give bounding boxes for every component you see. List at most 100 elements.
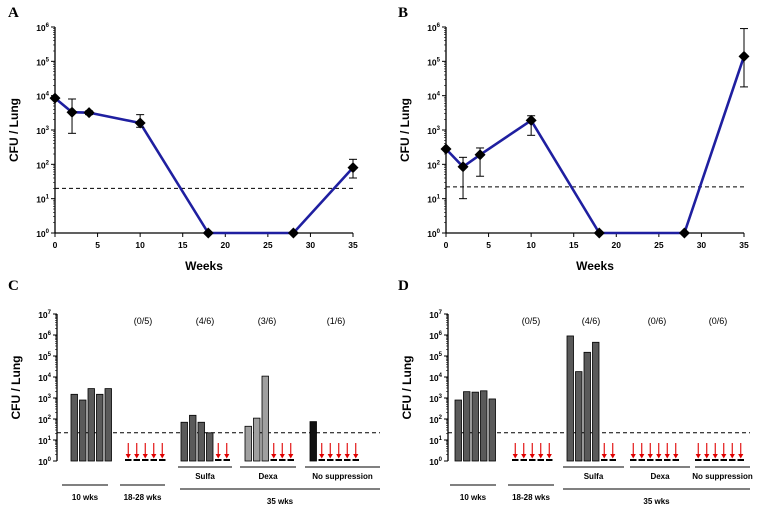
- below-limit-arrow-head: [125, 454, 131, 459]
- below-limit-bar: [729, 459, 736, 461]
- below-limit-bar: [142, 459, 149, 461]
- cfu-bar: [454, 399, 462, 462]
- below-limit-arrow-head: [610, 454, 616, 459]
- y-tick-label: 100: [427, 229, 440, 239]
- below-limit-arrow-head: [673, 454, 679, 459]
- below-limit-arrow-head: [521, 454, 527, 459]
- x-tick-label: 30: [306, 240, 316, 250]
- timepoint-label: 10 wks: [460, 493, 487, 502]
- cfu-bar: [189, 414, 197, 462]
- panel-letter-b: B: [398, 5, 408, 21]
- data-point: [593, 227, 605, 239]
- data-point: [287, 227, 299, 239]
- timepoint-label: 18-28 wks: [512, 493, 550, 502]
- group-positive-ratio: (0/6): [648, 316, 667, 326]
- y-axis-title: CFU / Lung: [398, 98, 412, 162]
- cfu-bar: [566, 335, 574, 462]
- cfu-bar: [480, 390, 488, 462]
- below-limit-arrow-head: [738, 454, 744, 459]
- data-point: [525, 114, 537, 126]
- x-tick-label: 10: [526, 240, 536, 250]
- below-limit-bar: [638, 459, 645, 461]
- below-limit-bar: [223, 459, 230, 461]
- subgroup-label: Sulfa: [584, 472, 604, 481]
- cfu-bar: [96, 393, 104, 462]
- below-limit-bar: [344, 459, 351, 461]
- y-tick-label: 102: [38, 415, 51, 425]
- cfu-series-line: [445, 55, 746, 235]
- y-axis-title: CFU / Lung: [400, 356, 414, 420]
- below-limit-bar: [520, 459, 527, 461]
- y-tick-label: 107: [38, 310, 51, 320]
- below-limit-arrow-head: [224, 454, 230, 459]
- below-limit-arrow-head: [601, 454, 607, 459]
- y-tick-label: 101: [38, 436, 51, 446]
- below-limit-bar: [279, 459, 286, 461]
- panel-a-line-chart: 100 101 102 103 104 105 106 0 5 10 15 20 25 30 35 Weeks…: [7, 23, 359, 273]
- subgroup-label: Sulfa: [195, 472, 215, 481]
- cfu-bar: [197, 421, 205, 462]
- cfu-bar: [70, 393, 78, 462]
- below-limit-bar: [529, 459, 536, 461]
- below-limit-arrow-head: [656, 454, 662, 459]
- x-axis-title: Weeks: [185, 259, 223, 273]
- x-tick-label: 20: [612, 240, 622, 250]
- x-tick-label: 5: [486, 240, 491, 250]
- x-tick-label: 30: [697, 240, 707, 250]
- x-tick-label: 25: [654, 240, 664, 250]
- below-limit-arrow-head: [271, 454, 277, 459]
- data-point: [474, 149, 486, 161]
- y-tick-label: 105: [429, 352, 442, 362]
- below-limit-bar: [647, 459, 654, 461]
- below-limit-arrow-head: [327, 454, 333, 459]
- timepoint-label: 35 wks: [643, 497, 670, 506]
- below-limit-arrow-head: [647, 454, 653, 459]
- data-point: [678, 227, 690, 239]
- below-limit-bar: [159, 459, 166, 461]
- below-limit-arrow-head: [353, 454, 359, 459]
- below-limit-bar: [335, 459, 342, 461]
- subgroup-label: Dexa: [650, 472, 670, 481]
- below-limit-arrow-head: [538, 454, 544, 459]
- cfu-bar: [253, 417, 261, 462]
- x-tick-label: 5: [95, 240, 100, 250]
- panel-b-line-chart: 100 101 102 103 104 105 106 0 5 10 15 20 25 30 35 Weeks…: [398, 23, 750, 273]
- below-limit-bar: [287, 459, 294, 461]
- cfu-bar: [488, 398, 496, 462]
- x-tick-label: 0: [444, 240, 449, 250]
- y-tick-label: 100: [38, 457, 51, 467]
- y-tick-label: 103: [429, 394, 442, 404]
- below-limit-bar: [664, 459, 671, 461]
- y-tick-label: 102: [427, 160, 440, 170]
- group-positive-ratio: (1/6): [327, 316, 346, 326]
- below-limit-bar: [703, 459, 710, 461]
- data-point: [347, 162, 359, 174]
- below-limit-bar: [609, 459, 616, 461]
- y-tick-label: 103: [36, 126, 49, 136]
- panel-letter-d: D: [398, 278, 409, 294]
- below-limit-arrow-head: [546, 454, 552, 459]
- below-limit-arrow-head: [319, 454, 325, 459]
- y-axis-title: CFU / Lung: [9, 356, 23, 420]
- below-limit-bar: [133, 459, 140, 461]
- below-limit-arrow-head: [712, 454, 718, 459]
- x-tick-label: 10: [135, 240, 145, 250]
- timepoint-label: 35 wks: [267, 497, 294, 506]
- y-axis-title: CFU / Lung: [7, 98, 21, 162]
- below-limit-arrow-head: [142, 454, 148, 459]
- y-tick-label: 105: [36, 57, 49, 67]
- y-tick-label: 105: [38, 352, 51, 362]
- below-limit-bar: [695, 459, 702, 461]
- y-tick-label: 102: [429, 415, 442, 425]
- below-limit-arrow-head: [215, 454, 221, 459]
- group-positive-ratio: (4/6): [196, 316, 215, 326]
- below-limit-bar: [601, 459, 608, 461]
- below-limit-bar: [655, 459, 662, 461]
- data-point: [738, 50, 750, 62]
- below-limit-arrow-head: [134, 454, 140, 459]
- below-limit-bar: [125, 459, 132, 461]
- y-tick-label: 105: [427, 57, 440, 67]
- y-tick-label: 100: [429, 457, 442, 467]
- below-limit-arrow-head: [639, 454, 645, 459]
